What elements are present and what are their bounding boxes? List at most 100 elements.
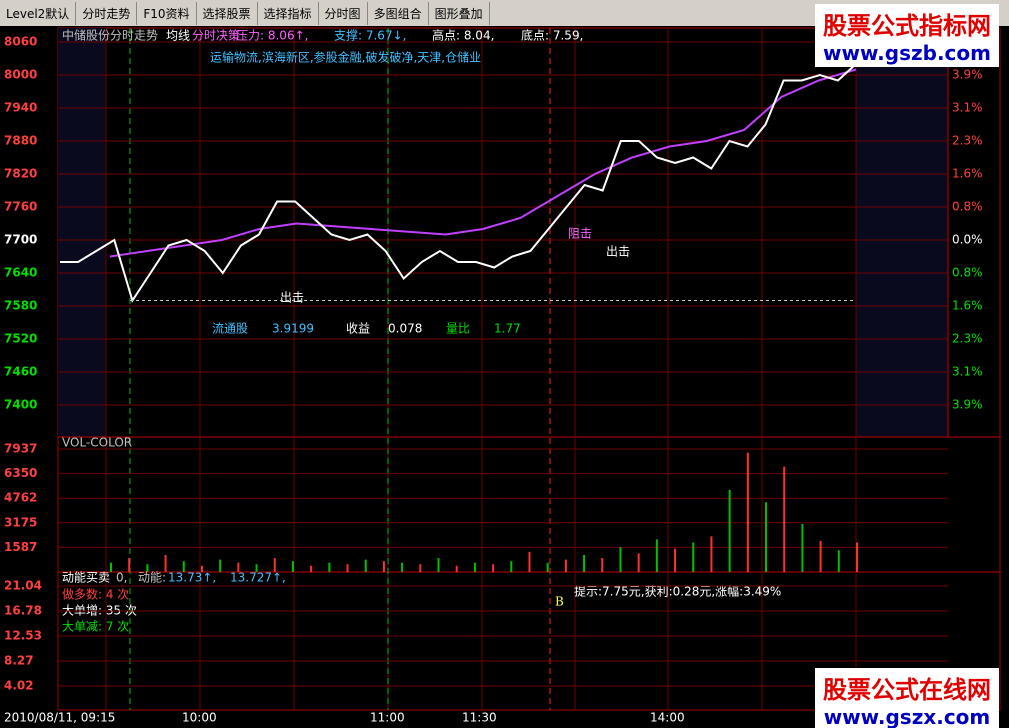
volume-bar bbox=[401, 562, 404, 572]
volume-bar bbox=[419, 564, 422, 572]
pct-tick-label: 0.8% bbox=[952, 266, 983, 280]
watermark-url: www.gszb.com bbox=[823, 41, 991, 65]
header-text: 均线 bbox=[166, 29, 190, 43]
volume-bar bbox=[346, 564, 349, 572]
volume-bar bbox=[437, 558, 440, 572]
tip-text: 提示:7.75元,获利:0.28元,涨幅:3.49% bbox=[574, 584, 781, 599]
annotation: 出击 bbox=[606, 245, 630, 259]
watermark: 股票公式在线网 www.gszx.com bbox=[815, 668, 999, 728]
volume-bar bbox=[783, 466, 786, 572]
price-tick-label: 7940 bbox=[4, 101, 37, 115]
volume-bar bbox=[710, 536, 713, 572]
indicator-text: 13.727↑, bbox=[230, 571, 286, 585]
price-tick-label: 8060 bbox=[4, 35, 37, 49]
price-tick-label: 7400 bbox=[4, 398, 37, 412]
price-line bbox=[60, 63, 857, 303]
volume-bar bbox=[801, 523, 804, 572]
price-tick-label: 7700 bbox=[4, 233, 37, 247]
time-tick-label: 2010/08/11, 09:15 bbox=[4, 711, 115, 725]
volume-bar bbox=[819, 541, 822, 572]
header-text: 底点: 7.59, bbox=[521, 28, 583, 43]
indicator-tick-label: 8.27 bbox=[4, 654, 34, 668]
pct-tick-label: 0.8% bbox=[952, 200, 983, 214]
header-text: 高点: 8.04, bbox=[432, 28, 494, 43]
indicator-tick-label: 4.02 bbox=[4, 679, 34, 693]
indicator-line: 做多数: 4 次 bbox=[62, 587, 129, 602]
volume-bar bbox=[546, 562, 549, 572]
annotation: 阻击 bbox=[568, 227, 592, 241]
volume-bar bbox=[455, 565, 458, 572]
time-tick-label: 10:00 bbox=[182, 711, 217, 725]
time-tick-label: 14:00 bbox=[650, 711, 685, 725]
price-tick-label: 7460 bbox=[4, 365, 37, 379]
header-text: 支撑: 7.67↓, bbox=[334, 28, 406, 43]
volume-bar bbox=[146, 564, 149, 572]
volume-bar bbox=[728, 489, 731, 572]
price-tick-label: 7820 bbox=[4, 167, 37, 181]
indicator-text: 0, bbox=[116, 571, 127, 585]
volume-bar bbox=[674, 548, 677, 572]
pct-tick-label: 3.9% bbox=[952, 398, 983, 412]
volume-tick-label: 7937 bbox=[4, 442, 37, 456]
price-tick-label: 7520 bbox=[4, 332, 37, 346]
toolbar-button[interactable]: Level2默认 bbox=[0, 1, 77, 25]
annotation: 出击 bbox=[280, 291, 304, 305]
stat-text: 3.9199 bbox=[272, 322, 314, 336]
price-tick-label: 7760 bbox=[4, 200, 37, 214]
toolbar-button[interactable]: 多图组合 bbox=[368, 1, 429, 25]
time-tick-label: 11:00 bbox=[370, 711, 405, 725]
volume-bar bbox=[219, 559, 222, 572]
price-tick-label: 7880 bbox=[4, 134, 37, 148]
indicator-tick-label: 21.04 bbox=[4, 579, 42, 593]
volume-tick-label: 3175 bbox=[4, 515, 37, 529]
indicator-line: 大单减: 7 次 bbox=[62, 620, 129, 634]
volume-bar bbox=[182, 561, 185, 572]
toolbar-button[interactable]: 分时走势 bbox=[76, 1, 138, 25]
volume-bar bbox=[856, 542, 858, 572]
panel-title: 动能买卖 bbox=[62, 571, 110, 585]
watermark-title: 股票公式在线网 bbox=[823, 676, 991, 704]
watermark: 股票公式指标网 www.gszb.com bbox=[815, 4, 999, 67]
header-text: 分时决策 bbox=[192, 29, 240, 43]
volume-bar bbox=[310, 565, 313, 572]
avg-line bbox=[109, 68, 857, 258]
pct-tick-label: 1.6% bbox=[952, 299, 983, 313]
volume-bar bbox=[237, 562, 240, 572]
volume-bar bbox=[637, 553, 640, 572]
volume-bar bbox=[510, 561, 513, 572]
toolbar-button[interactable]: 选择指标 bbox=[258, 1, 319, 25]
pct-tick-label: 2.3% bbox=[952, 134, 983, 148]
pct-tick-label: 3.9% bbox=[952, 68, 983, 82]
volume-bar bbox=[837, 550, 840, 572]
stat-text: 流通股 bbox=[212, 322, 248, 336]
volume-tick-label: 1587 bbox=[4, 540, 37, 554]
toolbar-button[interactable]: 图形叠加 bbox=[429, 1, 490, 25]
volume-bar bbox=[273, 558, 276, 572]
price-tick-label: 7640 bbox=[4, 266, 37, 280]
pct-tick-label: 0.0% bbox=[952, 233, 983, 247]
volume-bar bbox=[564, 559, 567, 572]
volume-bar bbox=[200, 565, 203, 572]
toolbar-button[interactable]: 分时图 bbox=[319, 1, 368, 25]
watermark-url: www.gszx.com bbox=[823, 705, 991, 728]
pct-tick-label: 2.3% bbox=[952, 332, 983, 346]
volume-bar bbox=[291, 561, 294, 572]
volume-bar bbox=[619, 547, 622, 572]
volume-bar bbox=[765, 502, 768, 572]
volume-bar bbox=[492, 564, 495, 572]
volume-bar bbox=[382, 561, 385, 572]
indicator-tick-label: 16.78 bbox=[4, 604, 42, 618]
price-tick-label: 7580 bbox=[4, 299, 37, 313]
volume-bar bbox=[328, 562, 331, 572]
volume-bar bbox=[655, 539, 658, 572]
toolbar-button[interactable]: F10资料 bbox=[137, 1, 197, 25]
header-text: 压力: 8.06↑, bbox=[236, 29, 308, 43]
stat-text: 1.77 bbox=[494, 322, 521, 336]
time-tick-label: 11:30 bbox=[462, 711, 497, 725]
volume-bar bbox=[692, 542, 695, 572]
pct-tick-label: 3.1% bbox=[952, 101, 983, 115]
toolbar-button[interactable]: 选择股票 bbox=[197, 1, 258, 25]
stat-text: 量比 bbox=[446, 322, 470, 336]
pre-market bbox=[58, 28, 106, 437]
